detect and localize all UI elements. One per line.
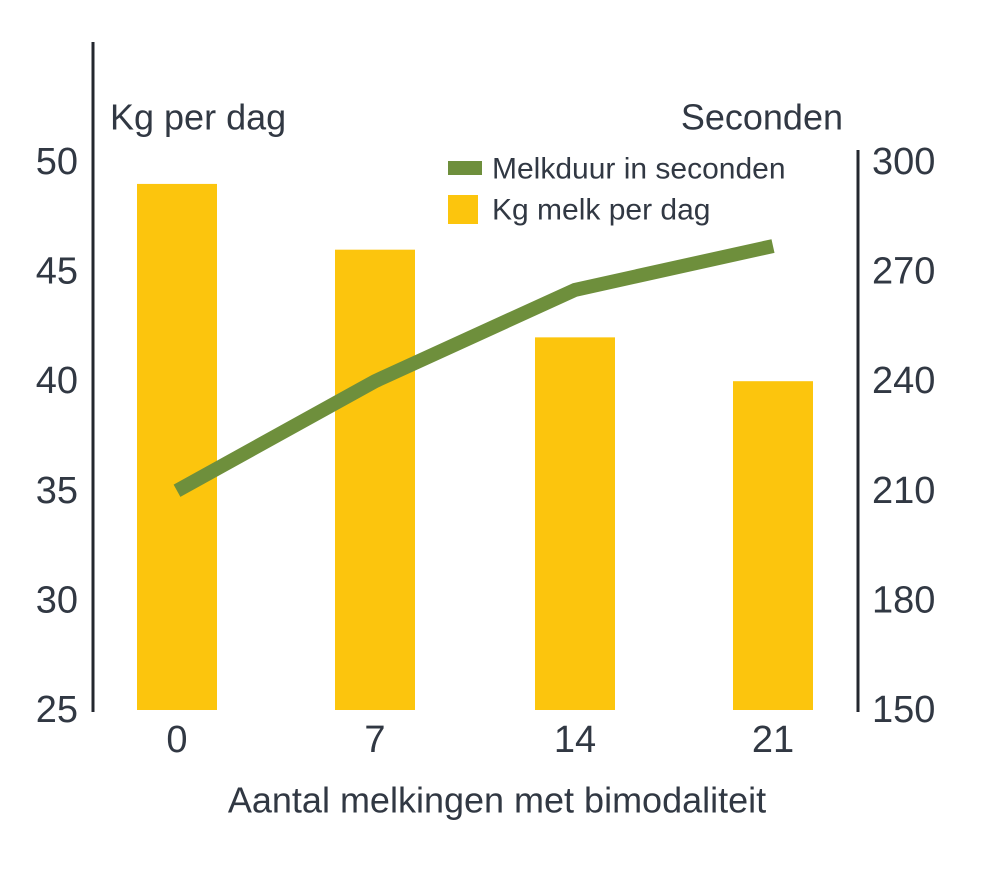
left-tick-label: 50 <box>36 141 78 183</box>
left-axis-ticks: 25 30 35 40 45 50 <box>36 141 78 731</box>
legend-line-swatch-icon <box>448 161 482 175</box>
right-tick-label: 180 <box>872 579 935 621</box>
line-series <box>173 239 775 497</box>
x-tick-label: 21 <box>752 719 794 761</box>
right-axis-ticks: 150 180 210 240 270 300 <box>872 141 935 731</box>
bar <box>733 381 813 710</box>
x-tick-label: 14 <box>554 719 596 761</box>
legend-line-label: Melkduur in seconden <box>492 153 786 186</box>
bar-series <box>137 183 813 711</box>
x-axis-ticks: 0 7 14 21 <box>166 719 794 761</box>
right-tick-label: 270 <box>872 251 935 293</box>
x-tick-label: 0 <box>166 719 187 761</box>
right-tick-label: 240 <box>872 360 935 402</box>
x-axis-title: Aantal melkingen met bimodaliteit <box>228 780 766 821</box>
legend-bar-swatch-icon <box>448 195 478 224</box>
right-tick-label: 300 <box>872 141 935 183</box>
bar <box>335 249 415 710</box>
left-tick-label: 35 <box>36 470 78 512</box>
legend: Melkduur in seconden Kg melk per dag <box>448 153 786 227</box>
legend-bar-label: Kg melk per dag <box>492 194 710 227</box>
right-axis-title: Seconden <box>681 97 843 138</box>
left-axis-title: Kg per dag <box>110 97 286 138</box>
bar <box>535 337 615 710</box>
bar <box>137 183 217 711</box>
right-tick-label: 150 <box>872 689 935 731</box>
left-tick-label: 25 <box>36 689 78 731</box>
right-tick-label: 210 <box>872 470 935 512</box>
left-tick-label: 30 <box>36 579 78 621</box>
x-tick-label: 7 <box>364 719 385 761</box>
left-tick-label: 40 <box>36 360 78 402</box>
left-tick-label: 45 <box>36 251 78 293</box>
